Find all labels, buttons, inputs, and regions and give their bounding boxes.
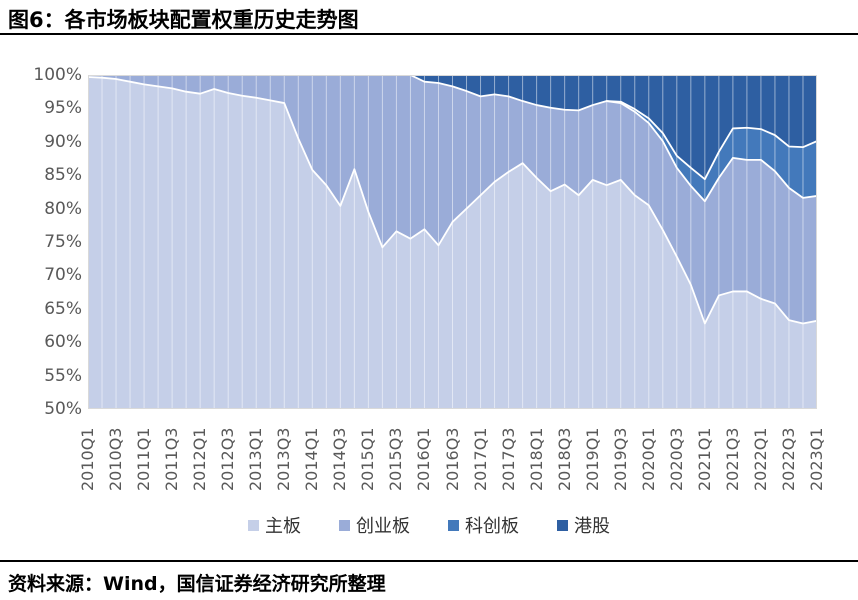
- x-axis-tick-label: 2016Q3: [442, 427, 462, 492]
- x-axis-tick-label: 2023Q1: [807, 427, 826, 492]
- legend-label: 科创板: [465, 516, 519, 537]
- x-axis-tick-label: 2010Q1: [78, 427, 97, 492]
- x-axis-tick-label: 2013Q3: [274, 427, 294, 492]
- legend: 主板 创业板 科创板 港股: [0, 512, 858, 538]
- y-axis-tick-label: 70%: [44, 265, 82, 286]
- footer-divider: [0, 560, 858, 562]
- legend-swatch: [248, 519, 259, 531]
- legend-swatch: [557, 519, 568, 531]
- y-axis-tick-label: 75%: [44, 232, 82, 252]
- x-axis-tick-label: 2015Q1: [358, 427, 378, 492]
- plot-border: [88, 75, 817, 409]
- x-axis-tick-label: 2015Q3: [386, 427, 406, 492]
- legend-swatch: [339, 519, 350, 531]
- legend-item-main-board: 主板: [248, 512, 301, 538]
- x-axis-tick-label: 2013Q1: [246, 427, 266, 492]
- y-axis-tick-label: 90%: [44, 131, 82, 152]
- figure-title: 图6：各市场板块配置权重历史走势图: [8, 8, 359, 32]
- legend-label: 主板: [265, 516, 301, 537]
- boundary-chinext-top: [88, 75, 817, 203]
- legend-item-chinext: 创业板: [339, 512, 410, 538]
- legend-label: 创业板: [356, 516, 410, 537]
- legend-swatch: [448, 519, 459, 531]
- y-axis-tick-label: 55%: [44, 365, 82, 386]
- y-axis-tick-label: 80%: [44, 198, 82, 219]
- boundary-star-top: [605, 100, 817, 181]
- x-axis-tick-label: 2019Q3: [610, 427, 630, 492]
- x-axis-tick-label: 2010Q3: [106, 427, 126, 492]
- plot-area: [88, 75, 817, 409]
- x-axis-tick-label: 2022Q1: [750, 427, 770, 492]
- x-axis-tick-label: 2016Q1: [414, 427, 434, 492]
- y-axis-tick-label: 65%: [44, 298, 82, 319]
- title-divider: [0, 33, 858, 35]
- x-axis-tick-label: 2020Q1: [638, 427, 658, 492]
- x-axis-tick-label: 2011Q1: [134, 427, 154, 492]
- x-axis-tick-label: 2017Q1: [470, 427, 490, 492]
- x-axis-tick-label: 2014Q1: [302, 427, 322, 492]
- legend-item-star-market: 科创板: [448, 512, 519, 538]
- y-axis-tick-label: 100%: [33, 65, 82, 85]
- x-axis-tick-label: 2022Q3: [778, 427, 798, 492]
- x-axis-tick-label: 2021Q1: [694, 427, 714, 492]
- x-axis-tick-label: 2021Q3: [722, 427, 742, 492]
- boundary-main-board-top: [88, 76, 817, 325]
- y-axis-tick-label: 95%: [44, 98, 82, 119]
- y-axis-tick-label: 60%: [44, 332, 82, 353]
- source-note: 资料来源：Wind，国信证券经济研究所整理: [8, 573, 386, 595]
- legend-label: 港股: [574, 516, 610, 537]
- x-axis-tick-label: 2019Q1: [582, 427, 602, 492]
- x-axis-tick-label: 2018Q3: [554, 427, 574, 492]
- x-axis-tick-label: 2020Q3: [666, 427, 686, 492]
- x-axis-tick-label: 2018Q1: [526, 427, 546, 492]
- legend-item-hk-stocks: 港股: [557, 512, 610, 538]
- stacked-area-chart: [88, 75, 817, 409]
- y-axis-tick-label: 50%: [44, 399, 82, 419]
- x-axis-tick-label: 2012Q3: [218, 427, 238, 492]
- x-axis-tick-label: 2014Q3: [330, 427, 350, 492]
- x-axis-tick-label: 2012Q1: [190, 427, 210, 492]
- x-axis-tick-label: 2017Q3: [498, 427, 518, 492]
- y-axis-tick-label: 85%: [44, 165, 82, 186]
- x-axis-tick-label: 2011Q3: [162, 427, 182, 492]
